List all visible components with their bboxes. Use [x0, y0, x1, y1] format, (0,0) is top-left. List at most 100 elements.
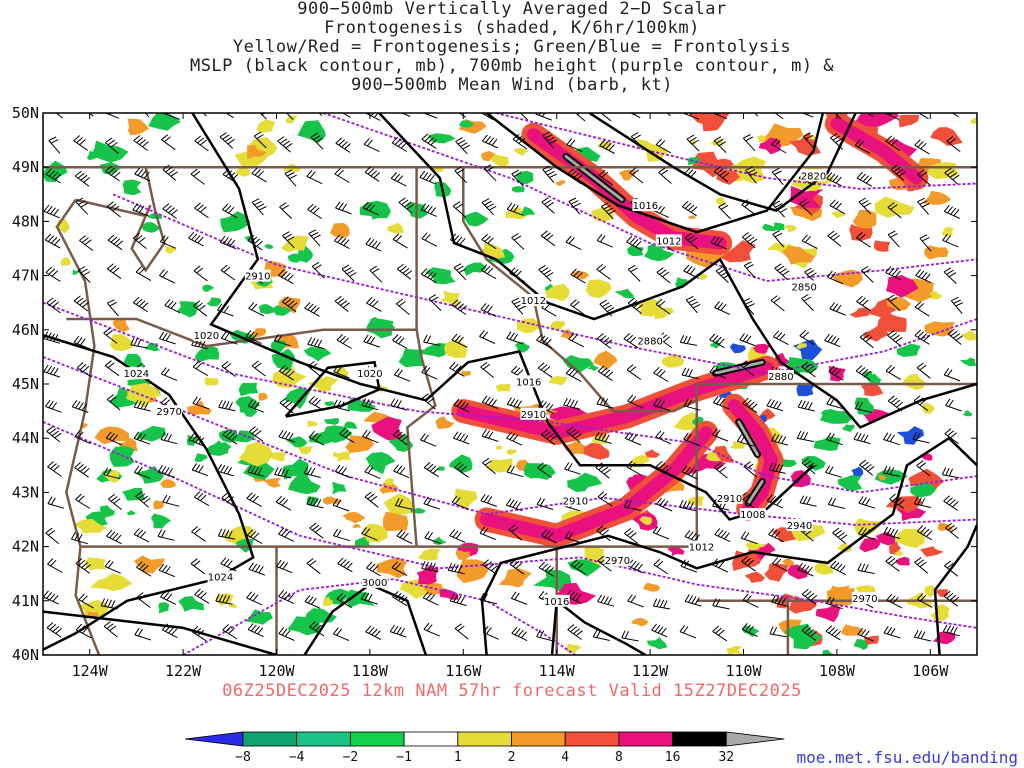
shade-cell: [435, 416, 455, 429]
wind-barb: [73, 335, 90, 350]
shade-cell: [734, 156, 767, 184]
shade-cell: [150, 513, 172, 529]
shade-cell: [285, 436, 308, 448]
wind-barb: [652, 526, 670, 540]
wind-barb: [857, 627, 874, 642]
wind-barb: [743, 461, 758, 478]
wind-barb: [393, 368, 411, 382]
contour-label-bg: [193, 329, 220, 342]
wind-barb: [827, 497, 846, 509]
mslp-contour: [485, 113, 825, 234]
wind-barb: [246, 529, 263, 545]
shade-cell: [970, 117, 977, 125]
wind-barb: [193, 265, 208, 282]
wind-barb: [942, 233, 959, 248]
contour-label: 1012: [656, 236, 681, 247]
shade-cell: [692, 151, 728, 178]
wind-barb: [768, 528, 785, 543]
wind-barb: [771, 433, 789, 446]
wind-barb: [308, 431, 325, 446]
height-contours-700mb: [43, 113, 977, 655]
wind-barb: [311, 261, 325, 279]
wind-barb: [308, 229, 321, 247]
wind-barb: [253, 131, 267, 149]
shade-cell: [480, 150, 498, 162]
shade-cell: [878, 474, 886, 481]
wind-barb: [568, 197, 581, 215]
wind-barb: [886, 593, 903, 609]
shade-cell: [330, 223, 350, 239]
colorbar-label: 1: [454, 750, 462, 765]
wind-barb: [106, 263, 122, 280]
wind-barb: [133, 399, 151, 412]
contour-label-bg: [739, 508, 766, 521]
wind-barb: [684, 594, 702, 607]
shade-cell: [924, 245, 949, 260]
wind-barb: [828, 365, 844, 381]
wind-barb: [856, 232, 871, 248]
lat-label: 42N: [12, 538, 39, 556]
wind-barb: [45, 168, 62, 184]
shade-cell: [854, 518, 882, 538]
wind-barb: [160, 590, 177, 605]
shade-cell: [258, 392, 268, 401]
shade-cell: [831, 211, 846, 218]
shade-cell: [455, 549, 471, 560]
wind-barb: [679, 334, 698, 346]
wind-barb: [222, 429, 238, 445]
wind-barb: [887, 202, 902, 219]
contour-label-bg: [123, 367, 150, 380]
shade-cell: [814, 560, 834, 575]
height-contour: [43, 421, 977, 629]
wind-barb: [282, 231, 295, 249]
shade-cell: [961, 330, 977, 341]
wind-barb: [369, 265, 383, 283]
shade-cell: [796, 382, 815, 397]
wind-barb: [626, 460, 642, 476]
shade-cell: [515, 170, 534, 184]
shade-cell: [109, 334, 134, 352]
wind-barb: [772, 200, 788, 218]
wind-barb: [279, 202, 293, 219]
wind-barb: [626, 364, 642, 380]
shade-cell: [141, 222, 161, 233]
wind-barb: [566, 426, 582, 443]
shade-cell: [787, 564, 808, 580]
wind-barb: [43, 204, 60, 219]
wind-barb: [947, 328, 963, 345]
wind-barb: [303, 466, 321, 478]
wind-barb: [337, 557, 353, 573]
wind-barb: [653, 558, 669, 575]
shade-cell: [950, 167, 960, 175]
shade-cell: [720, 240, 756, 263]
shade-cell: [667, 546, 685, 557]
shade-cell: [235, 396, 261, 414]
source-credit-link[interactable]: moe.met.fsu.edu/banding: [796, 748, 1018, 767]
frontogenesis-extreme-core: [746, 480, 764, 505]
colorbar-label: −8: [235, 750, 251, 765]
wind-barb: [246, 591, 263, 606]
map-axes: 50N 49N 48N 47N 46N 45N 44N 43N 42N 41N 40N 124W 122…: [12, 104, 977, 680]
wind-barb: [480, 361, 495, 378]
mslp-contour: [191, 113, 815, 521]
wind-barb: [825, 625, 842, 641]
shade-cell: [894, 550, 904, 557]
contour-label: 2910: [521, 410, 546, 421]
shade-cell: [355, 536, 370, 548]
shade-cell: [514, 341, 531, 353]
wind-barb: [801, 361, 817, 378]
wind-barb: [627, 264, 641, 282]
wind-barb: [363, 137, 380, 153]
colorbar-swatch: [672, 731, 727, 747]
wind-barb: [914, 139, 930, 155]
shade-cell: [444, 339, 468, 359]
wind-barb: [623, 333, 639, 349]
lon-label: 124W: [72, 662, 109, 680]
wind-barb: [130, 337, 148, 349]
shade-cell: [783, 224, 797, 233]
wind-barb: [860, 266, 874, 283]
wind-barb: [46, 622, 63, 638]
shade-cell: [555, 180, 566, 186]
contour-label-bg: [688, 540, 715, 553]
shade-cell: [729, 441, 746, 449]
